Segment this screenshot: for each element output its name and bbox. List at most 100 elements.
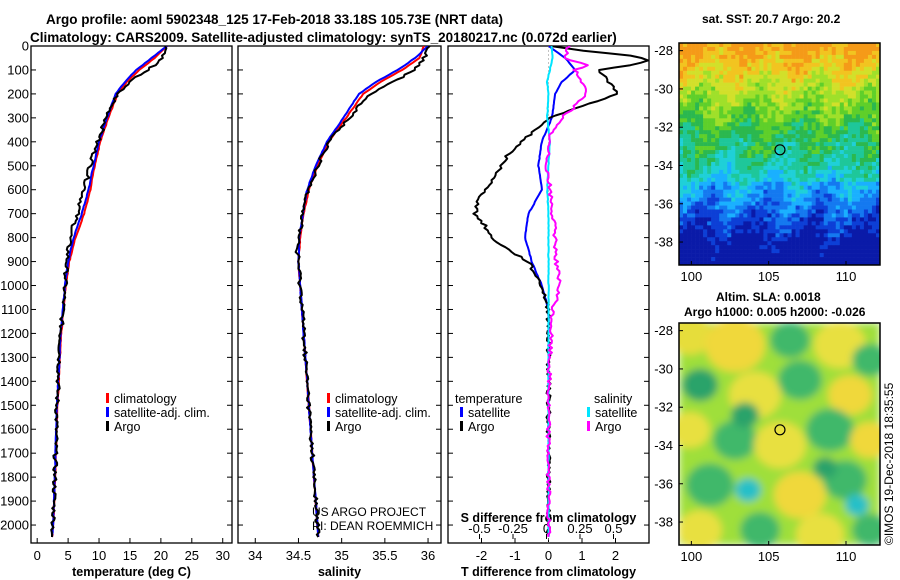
sst-cell xyxy=(767,138,772,143)
sst-cell xyxy=(723,126,728,131)
sst-cell xyxy=(751,165,756,171)
sst-cell xyxy=(751,102,756,107)
sst-cell xyxy=(851,209,857,214)
sst-cell xyxy=(703,233,708,238)
sst-cell xyxy=(871,249,877,254)
sst-cell xyxy=(715,157,720,163)
sst-cell xyxy=(863,70,869,76)
sst-cell xyxy=(691,245,696,250)
sst-cell xyxy=(775,134,780,139)
sst-cell xyxy=(851,261,857,266)
sst-cell xyxy=(859,257,865,262)
sst-cell xyxy=(819,98,825,103)
sst-cell xyxy=(691,58,696,64)
sst-cell xyxy=(867,197,873,202)
sst-cell xyxy=(827,177,833,183)
sst-cell xyxy=(779,245,784,250)
sst-cell xyxy=(847,217,853,222)
sst-cell xyxy=(819,74,825,79)
sst-cell xyxy=(687,157,692,163)
sst-cell xyxy=(863,205,869,210)
sst-cell xyxy=(795,197,800,202)
sst-cell xyxy=(859,58,865,64)
sst-cell xyxy=(811,78,816,83)
sst-cell xyxy=(735,213,740,218)
sst-cell xyxy=(827,86,833,91)
sst-cell xyxy=(859,78,865,83)
sst-cell xyxy=(819,46,825,52)
sst-cell xyxy=(843,138,849,143)
sst-cell xyxy=(811,110,816,115)
sst-cell xyxy=(795,43,800,48)
sst-cell xyxy=(863,185,869,190)
sst-cell xyxy=(711,43,716,48)
sst-cell xyxy=(763,161,768,167)
sst-cell xyxy=(807,229,812,234)
sst-cell xyxy=(863,138,869,143)
sst-cell xyxy=(755,150,760,155)
sst-cell xyxy=(847,62,853,68)
sst-cell xyxy=(747,82,752,87)
sst-cell xyxy=(827,110,833,115)
sst-cell xyxy=(835,193,841,198)
sst-cell xyxy=(755,181,760,187)
sst-cell xyxy=(695,46,700,52)
sst-cell xyxy=(747,213,752,218)
sst-cell xyxy=(791,249,796,254)
sst-cell xyxy=(791,177,796,183)
sst-cell xyxy=(679,249,684,254)
sst-cell xyxy=(851,90,857,95)
sst-cell xyxy=(795,58,800,64)
sst-cell xyxy=(839,62,845,68)
sst-cell xyxy=(751,43,756,48)
sst-cell xyxy=(731,154,736,159)
sst-cell xyxy=(739,43,744,48)
sst-cell xyxy=(747,201,752,206)
sst-cell xyxy=(839,130,845,135)
sst-cell xyxy=(799,154,804,159)
sst-cell xyxy=(691,106,696,111)
sst-cell xyxy=(711,245,716,250)
sst-cell xyxy=(783,134,788,139)
sst-cell xyxy=(815,138,820,143)
sst-cell xyxy=(783,122,788,127)
sst-cell xyxy=(839,142,845,147)
sst-cell xyxy=(727,94,732,99)
sst-cell xyxy=(747,86,752,91)
y-tick-label: 600 xyxy=(7,182,29,197)
legend3-t-argo-label: Argo xyxy=(468,420,494,434)
sst-cell xyxy=(719,50,724,56)
sst-cell xyxy=(775,161,780,167)
sst-cell xyxy=(683,185,688,190)
sst-cell xyxy=(779,185,784,190)
sst-cell xyxy=(819,181,825,187)
legend-argo-label: Argo xyxy=(114,420,140,434)
sst-cell xyxy=(795,221,800,226)
sst-cell xyxy=(859,173,865,179)
sst-cell xyxy=(815,62,820,68)
sst-cell xyxy=(735,86,740,91)
sst-cell xyxy=(687,237,692,242)
sst-cell xyxy=(703,58,708,64)
sst-cell xyxy=(767,126,772,131)
sst-cell xyxy=(795,50,800,56)
sst-cell xyxy=(743,185,748,190)
sst-cell xyxy=(755,110,760,115)
sst-cell xyxy=(847,245,853,250)
sst-cell xyxy=(767,229,772,234)
sst-cell xyxy=(855,217,861,222)
sst-cell xyxy=(835,169,841,175)
sst-cell xyxy=(715,43,720,48)
sst-cell xyxy=(747,94,752,99)
sst-cell xyxy=(871,142,877,147)
sst-cell xyxy=(867,66,873,72)
sst-cell xyxy=(747,217,752,222)
sst-cell xyxy=(811,213,816,218)
sst-cell xyxy=(839,90,845,95)
sst-cell xyxy=(823,90,829,95)
sst-cell xyxy=(851,213,857,218)
sst-cell xyxy=(827,209,833,214)
sst-cell xyxy=(743,58,748,64)
sst-cell xyxy=(871,177,877,183)
sst-cell xyxy=(787,197,792,202)
